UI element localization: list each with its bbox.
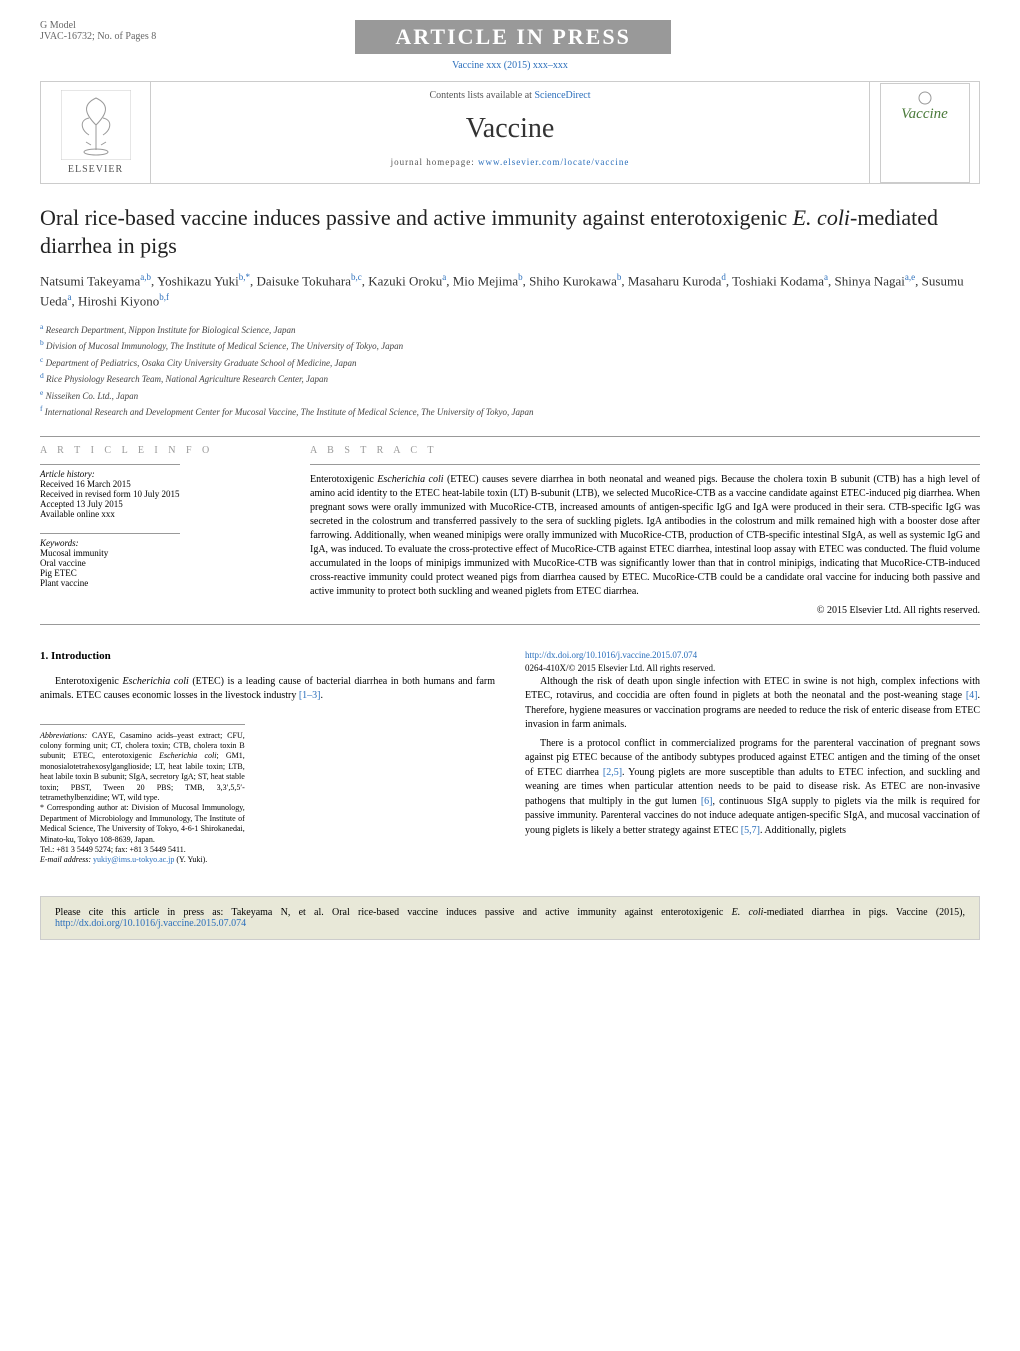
homepage-link[interactable]: www.elsevier.com/locate/vaccine [478, 157, 629, 167]
issn: 0264-410X/© 2015 Elsevier Ltd. All right… [525, 663, 715, 673]
gmodel: G Model [40, 20, 156, 31]
author-email[interactable]: yukiy@ims.u-tokyo.ac.jp [93, 855, 174, 864]
vaccine-cover[interactable]: Vaccine [869, 82, 979, 183]
intro-p3: There is a protocol conflict in commerci… [525, 737, 980, 839]
affil-d: d Rice Physiology Research Team, Nationa… [40, 370, 980, 387]
divider-2 [40, 624, 980, 625]
contents-line: Contents lists available at ScienceDirec… [151, 90, 869, 101]
header-center: Contents lists available at ScienceDirec… [151, 82, 869, 183]
affil-e: e Nisseiken Co. Ltd., Japan [40, 387, 980, 404]
abstract-divider [310, 464, 980, 465]
abbreviations: Abbreviations: CAYE, Casamino acids–yeas… [40, 731, 245, 804]
affiliations: a Research Department, Nippon Institute … [40, 321, 980, 420]
article-info-col: A R T I C L E I N F O Article history: R… [40, 445, 280, 616]
affil-a: a Research Department, Nippon Institute … [40, 321, 980, 338]
email-line: E-mail address: yukiy@ims.u-tokyo.ac.jp … [40, 855, 245, 865]
vaccine-cover-label: Vaccine [901, 106, 948, 123]
history-block: Article history: Received 16 March 2015 … [40, 469, 280, 519]
history-2: Accepted 13 July 2015 [40, 499, 280, 509]
kw-1: Oral vaccine [40, 558, 280, 568]
topbar: G Model JVAC-16732; No. of Pages 8 ARTIC… [40, 20, 980, 54]
abstract-text: Enterotoxigenic Escherichia coli (ETEC) … [310, 473, 980, 599]
elsevier-logo[interactable]: ELSEVIER [41, 82, 151, 183]
doi-block: http://dx.doi.org/10.1016/j.vaccine.2015… [525, 649, 980, 675]
abbrev-text: CAYE, Casamino acids–yeast extract; CFU,… [40, 731, 245, 802]
intro-heading: 1. Introduction [40, 649, 495, 665]
affil-f: f International Research and Development… [40, 403, 980, 420]
vaccine-icon [917, 90, 933, 106]
cite-box: Please cite this article in press as: Ta… [40, 896, 980, 940]
journal-header: ELSEVIER Contents lists available at Sci… [40, 81, 980, 184]
vaccine-cover-box: Vaccine [880, 83, 970, 183]
history-0: Received 16 March 2015 [40, 479, 280, 489]
abbrev-label: Abbreviations: [40, 731, 87, 740]
affil-c: c Department of Pediatrics, Osaka City U… [40, 354, 980, 371]
history-3: Available online xxx [40, 509, 280, 519]
elsevier-tree-icon [61, 90, 131, 160]
contents-prefix: Contents lists available at [429, 90, 534, 101]
info-divider [40, 464, 180, 465]
article-title: Oral rice-based vaccine induces passive … [40, 204, 980, 259]
abstract-heading: A B S T R A C T [310, 445, 980, 456]
intro-p1: Enterotoxigenic Escherichia coli (ETEC) … [40, 675, 495, 704]
sciencedirect-link[interactable]: ScienceDirect [534, 90, 590, 101]
ref-5-7[interactable]: [5,7] [741, 825, 760, 836]
article-in-press-banner: ARTICLE IN PRESS [355, 20, 670, 54]
info-divider-2 [40, 533, 180, 534]
journal-name: Vaccine [151, 113, 869, 145]
tel-fax: Tel.: +81 3 5449 5274; fax: +81 3 5449 5… [40, 845, 245, 855]
ref-2-5[interactable]: [2,5] [603, 767, 622, 778]
doi-link[interactable]: http://dx.doi.org/10.1016/j.vaccine.2015… [525, 650, 697, 660]
homepage-prefix: journal homepage: [391, 157, 478, 167]
kw-3: Plant vaccine [40, 578, 280, 588]
ref-4[interactable]: [4] [966, 690, 978, 701]
body-columns: 1. Introduction Enterotoxigenic Escheric… [40, 649, 980, 866]
jvac: JVAC-16732; No. of Pages 8 [40, 31, 156, 42]
corresponding-author: * Corresponding author at: Division of M… [40, 803, 245, 845]
history-1: Received in revised form 10 July 2015 [40, 489, 280, 499]
info-abstract-row: A R T I C L E I N F O Article history: R… [40, 445, 980, 616]
journal-reference[interactable]: Vaccine xxx (2015) xxx–xxx [40, 60, 980, 71]
keywords-label: Keywords: [40, 538, 280, 548]
authors: Natsumi Takeyamaa,b, Yoshikazu Yukib,*, … [40, 271, 980, 311]
article-info-heading: A R T I C L E I N F O [40, 445, 280, 456]
footnotes: Abbreviations: CAYE, Casamino acids–yeas… [40, 724, 245, 866]
email-tail: (Y. Yuki). [174, 855, 207, 864]
abstract-col: A B S T R A C T Enterotoxigenic Escheric… [310, 445, 980, 616]
intro-p2: Although the risk of death upon single i… [525, 675, 980, 733]
copyright: © 2015 Elsevier Ltd. All rights reserved… [310, 605, 980, 616]
affil-b: b Division of Mucosal Immunology, The In… [40, 337, 980, 354]
homepage-line: journal homepage: www.elsevier.com/locat… [151, 157, 869, 167]
divider [40, 436, 980, 437]
ref-6[interactable]: [6] [701, 796, 713, 807]
kw-0: Mucosal immunity [40, 548, 280, 558]
gmodel-block: G Model JVAC-16732; No. of Pages 8 [40, 20, 156, 42]
kw-2: Pig ETEC [40, 568, 280, 578]
keywords-block: Keywords: Mucosal immunity Oral vaccine … [40, 538, 280, 588]
citebox-doi-link[interactable]: http://dx.doi.org/10.1016/j.vaccine.2015… [55, 918, 246, 929]
history-label: Article history: [40, 469, 280, 479]
email-label: E-mail address: [40, 855, 91, 864]
ref-1-3[interactable]: [1–3] [299, 690, 321, 701]
elsevier-label: ELSEVIER [68, 164, 123, 175]
